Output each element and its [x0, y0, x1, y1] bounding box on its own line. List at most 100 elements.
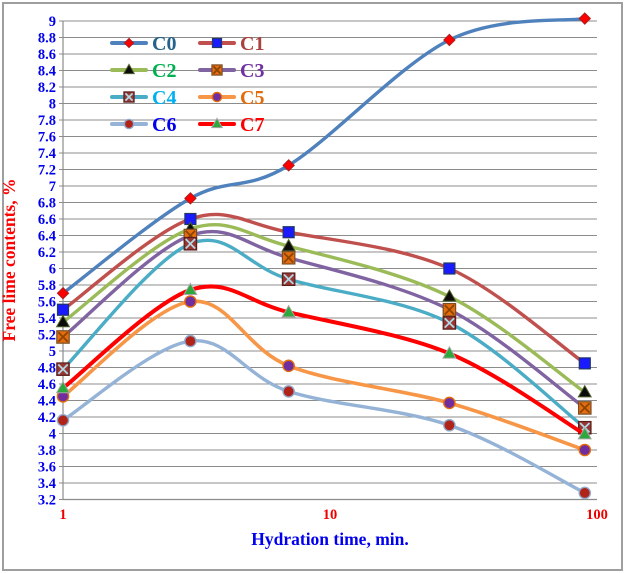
series-line-C0 [61, 16, 587, 295]
legend-item-C0: C0 [110, 33, 176, 55]
C7-marker-triangle-icon [577, 426, 593, 440]
C5-marker-circle-icon [443, 396, 456, 410]
legend-label-C5: C5 [240, 87, 264, 109]
y-axis-title: Free lime contents, % [0, 179, 19, 342]
y-tick-label: 3.2 [38, 493, 56, 509]
y-tick-label: 8.2 [38, 80, 56, 96]
y-tick-label: 4.2 [38, 410, 56, 426]
y-tick-label: 6.2 [38, 245, 56, 261]
C6-marker-circle-icon [443, 418, 456, 432]
C0-marker-diamond-icon [123, 37, 135, 49]
C0-marker-diamond-icon [578, 12, 592, 25]
legend-item-C3: C3 [198, 60, 264, 82]
y-tick-label: 6.6 [38, 212, 56, 228]
y-tick-label: 5 [49, 344, 56, 360]
C1-marker-square-icon [578, 357, 591, 370]
C0-marker-diamond-icon [282, 159, 295, 172]
C4-marker-square-x-icon [183, 236, 198, 251]
gridlines [63, 20, 597, 500]
y-tick-label: 5.2 [38, 328, 56, 344]
legend-label-C0: C0 [152, 33, 176, 55]
legend-item-C5: C5 [198, 87, 264, 109]
y-tick-label: 6.4 [38, 229, 56, 245]
C2-marker-triangle-icon [55, 314, 71, 328]
C3-marker-square-x-icon [211, 64, 223, 76]
y-tick-label: 8.8 [38, 31, 56, 47]
C4-marker-square-x-icon [123, 91, 135, 103]
legend-label-C4: C4 [152, 87, 176, 109]
y-tick-label: 9 [49, 14, 56, 30]
C0-marker-diamond-icon [56, 286, 70, 300]
C4-marker-square-x-icon [442, 316, 457, 330]
series-C7 [55, 282, 593, 440]
x-axis-title: Hydration time, min. [251, 529, 409, 549]
y-axis-tick-labels: 98.88.68.48.287.87.67.47.276.86.66.46.26… [38, 14, 56, 509]
C6-marker-circle-icon [56, 413, 70, 427]
legend-label-C2: C2 [152, 60, 176, 82]
C0-marker-diamond-icon [184, 192, 197, 205]
x-tick-label: 100 [586, 507, 608, 523]
C5-marker-circle-icon [184, 295, 197, 308]
C3-marker-square-x-icon [56, 330, 70, 344]
legend-item-C1: C1 [198, 33, 264, 55]
y-tick-label: 5.8 [38, 278, 56, 294]
series-C4 [56, 236, 592, 435]
data-series [55, 12, 593, 500]
y-tick-label: 3.8 [38, 443, 56, 459]
C7-marker-triangle-icon [183, 282, 198, 296]
legend-item-C2: C2 [110, 60, 176, 82]
C5-marker-circle-icon [211, 91, 223, 103]
y-tick-label: 8.4 [38, 64, 56, 80]
y-tick-label: 7.4 [38, 146, 56, 162]
y-tick-label: 4.8 [38, 361, 56, 377]
x-tick-label: 10 [323, 507, 338, 523]
x-axis-tick-labels: 1 10 100 [59, 507, 608, 523]
y-tick-label: 4 [49, 427, 56, 443]
y-tick-label: 5.4 [38, 311, 56, 327]
legend-item-C7: C7 [198, 114, 264, 136]
C6-marker-circle-icon [184, 334, 197, 348]
legend-label-C6: C6 [152, 114, 176, 136]
C7-marker-triangle-icon [281, 304, 296, 318]
C2-marker-triangle-icon [577, 384, 593, 398]
legend-label-C7: C7 [240, 114, 264, 136]
y-tick-label: 6 [49, 262, 56, 278]
y-tick-label: 3.6 [38, 460, 56, 476]
x-tick-label: 1 [59, 507, 66, 523]
y-tick-label: 7 [49, 179, 56, 195]
C1-marker-square-icon [56, 303, 70, 316]
series-C3 [56, 228, 592, 415]
series-line-C5 [61, 299, 587, 452]
C3-marker-square-x-icon [577, 401, 592, 415]
series-C2 [55, 221, 593, 398]
series-C1 [56, 212, 591, 370]
legend-label-C1: C1 [240, 33, 264, 55]
y-tick-label: 7.8 [38, 113, 56, 129]
legend-item-C4: C4 [110, 87, 176, 109]
y-tick-label: 4.4 [38, 394, 56, 410]
C2-marker-triangle-icon [442, 288, 457, 302]
y-tick-label: 4.6 [38, 377, 56, 393]
y-tick-label: 8.6 [38, 47, 56, 63]
C2-marker-triangle-icon [122, 63, 136, 75]
C4-marker-square-x-icon [281, 272, 296, 287]
C4-marker-square-x-icon [56, 362, 70, 376]
C3-marker-square-x-icon [281, 250, 296, 265]
y-tick-label: 7.2 [38, 163, 56, 179]
y-tick-label: 3.4 [38, 476, 56, 492]
C3-marker-square-x-icon [442, 302, 457, 317]
C1-marker-square-icon [211, 37, 223, 49]
C7-marker-triangle-icon [210, 117, 224, 129]
C1-marker-square-icon [282, 226, 295, 239]
legend-label-C3: C3 [240, 60, 264, 82]
C7-marker-triangle-icon [55, 380, 71, 394]
y-tick-label: 6.8 [38, 196, 56, 212]
C6-marker-circle-icon [282, 385, 295, 398]
series-C6 [56, 334, 592, 500]
y-tick-label: 5.6 [38, 295, 56, 311]
y-tick-label: 7.6 [38, 130, 56, 146]
C0-marker-diamond-icon [443, 33, 456, 47]
C6-marker-circle-icon [578, 486, 592, 500]
y-tick-label: 8 [49, 97, 56, 113]
